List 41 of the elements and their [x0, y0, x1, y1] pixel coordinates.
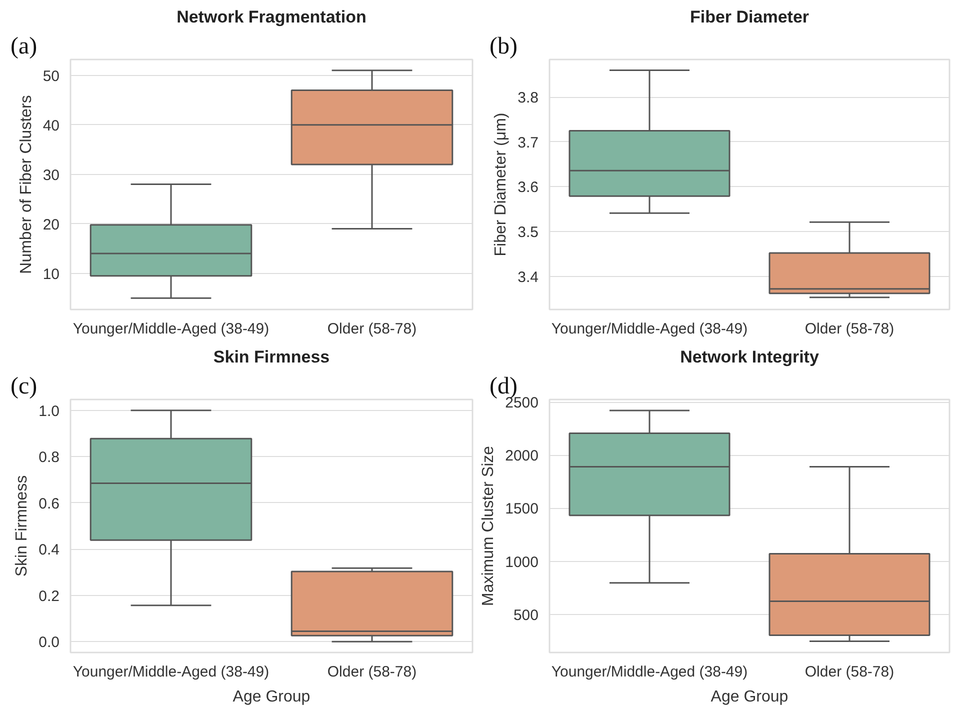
y-tick-label: 1.0 [38, 402, 60, 420]
chart-title: Fiber Diameter [690, 8, 810, 26]
y-tick-label: 3.7 [518, 134, 539, 152]
y-axis-title: Number of Fiber Clusters [18, 95, 35, 274]
x-tick-label: Older (58-78) [804, 320, 894, 338]
text: (b) [490, 34, 518, 60]
y-tick-label: 0.2 [38, 588, 60, 605]
chart-title: Network Fragmentation [176, 8, 366, 26]
x-tick-label: Older (58-78) [804, 664, 894, 680]
y-tick-label: 1000 [505, 554, 539, 571]
y-tick-label: 0.6 [38, 495, 60, 512]
y-tick-label: 3.4 [518, 268, 539, 286]
x-tick-label: Younger/Middle-Aged (38-49) [72, 320, 270, 338]
y-tick-label: 3.6 [518, 179, 539, 196]
y-tick-label: 1500 [505, 500, 539, 518]
x-tick-label: Younger/Middle-Aged (38-49) [551, 664, 748, 680]
y-tick-label: 0.4 [38, 542, 60, 559]
y-tick-label: 0.0 [38, 634, 60, 652]
y-tick-label: 50 [42, 68, 60, 85]
y-axis-title: Skin Firmness [14, 475, 31, 577]
x-tick-label: Older (58-78) [327, 320, 417, 338]
y-tick-label: 40 [42, 117, 60, 134]
chart-title: Skin Firmness [213, 348, 330, 366]
y-tick-label: 10 [42, 266, 60, 283]
y-axis-title: Fiber Diameter (μm) [492, 112, 510, 256]
x-axis-title: Age Group [710, 688, 788, 706]
chart-title: Network Integrity [680, 348, 820, 366]
y-tick-label: 2000 [505, 448, 539, 465]
x-tick-label: Younger/Middle-Aged (38-49) [551, 320, 748, 338]
x-tick-label: Younger/Middle-Aged (38-49) [72, 664, 270, 680]
text: (a) [10, 34, 38, 60]
text: (c) [10, 374, 38, 400]
y-tick-label: 3.8 [518, 90, 539, 107]
y-tick-label: 30 [42, 166, 60, 184]
y-tick-label: 500 [513, 606, 539, 624]
y-tick-label: 3.5 [518, 224, 539, 242]
y-axis-title: Maximum Cluster Size [480, 446, 498, 606]
y-tick-label: 0.8 [38, 449, 60, 466]
x-tick-label: Older (58-78) [327, 664, 417, 680]
x-axis-title: Age Group [232, 688, 310, 706]
y-tick-label: 20 [42, 216, 60, 234]
